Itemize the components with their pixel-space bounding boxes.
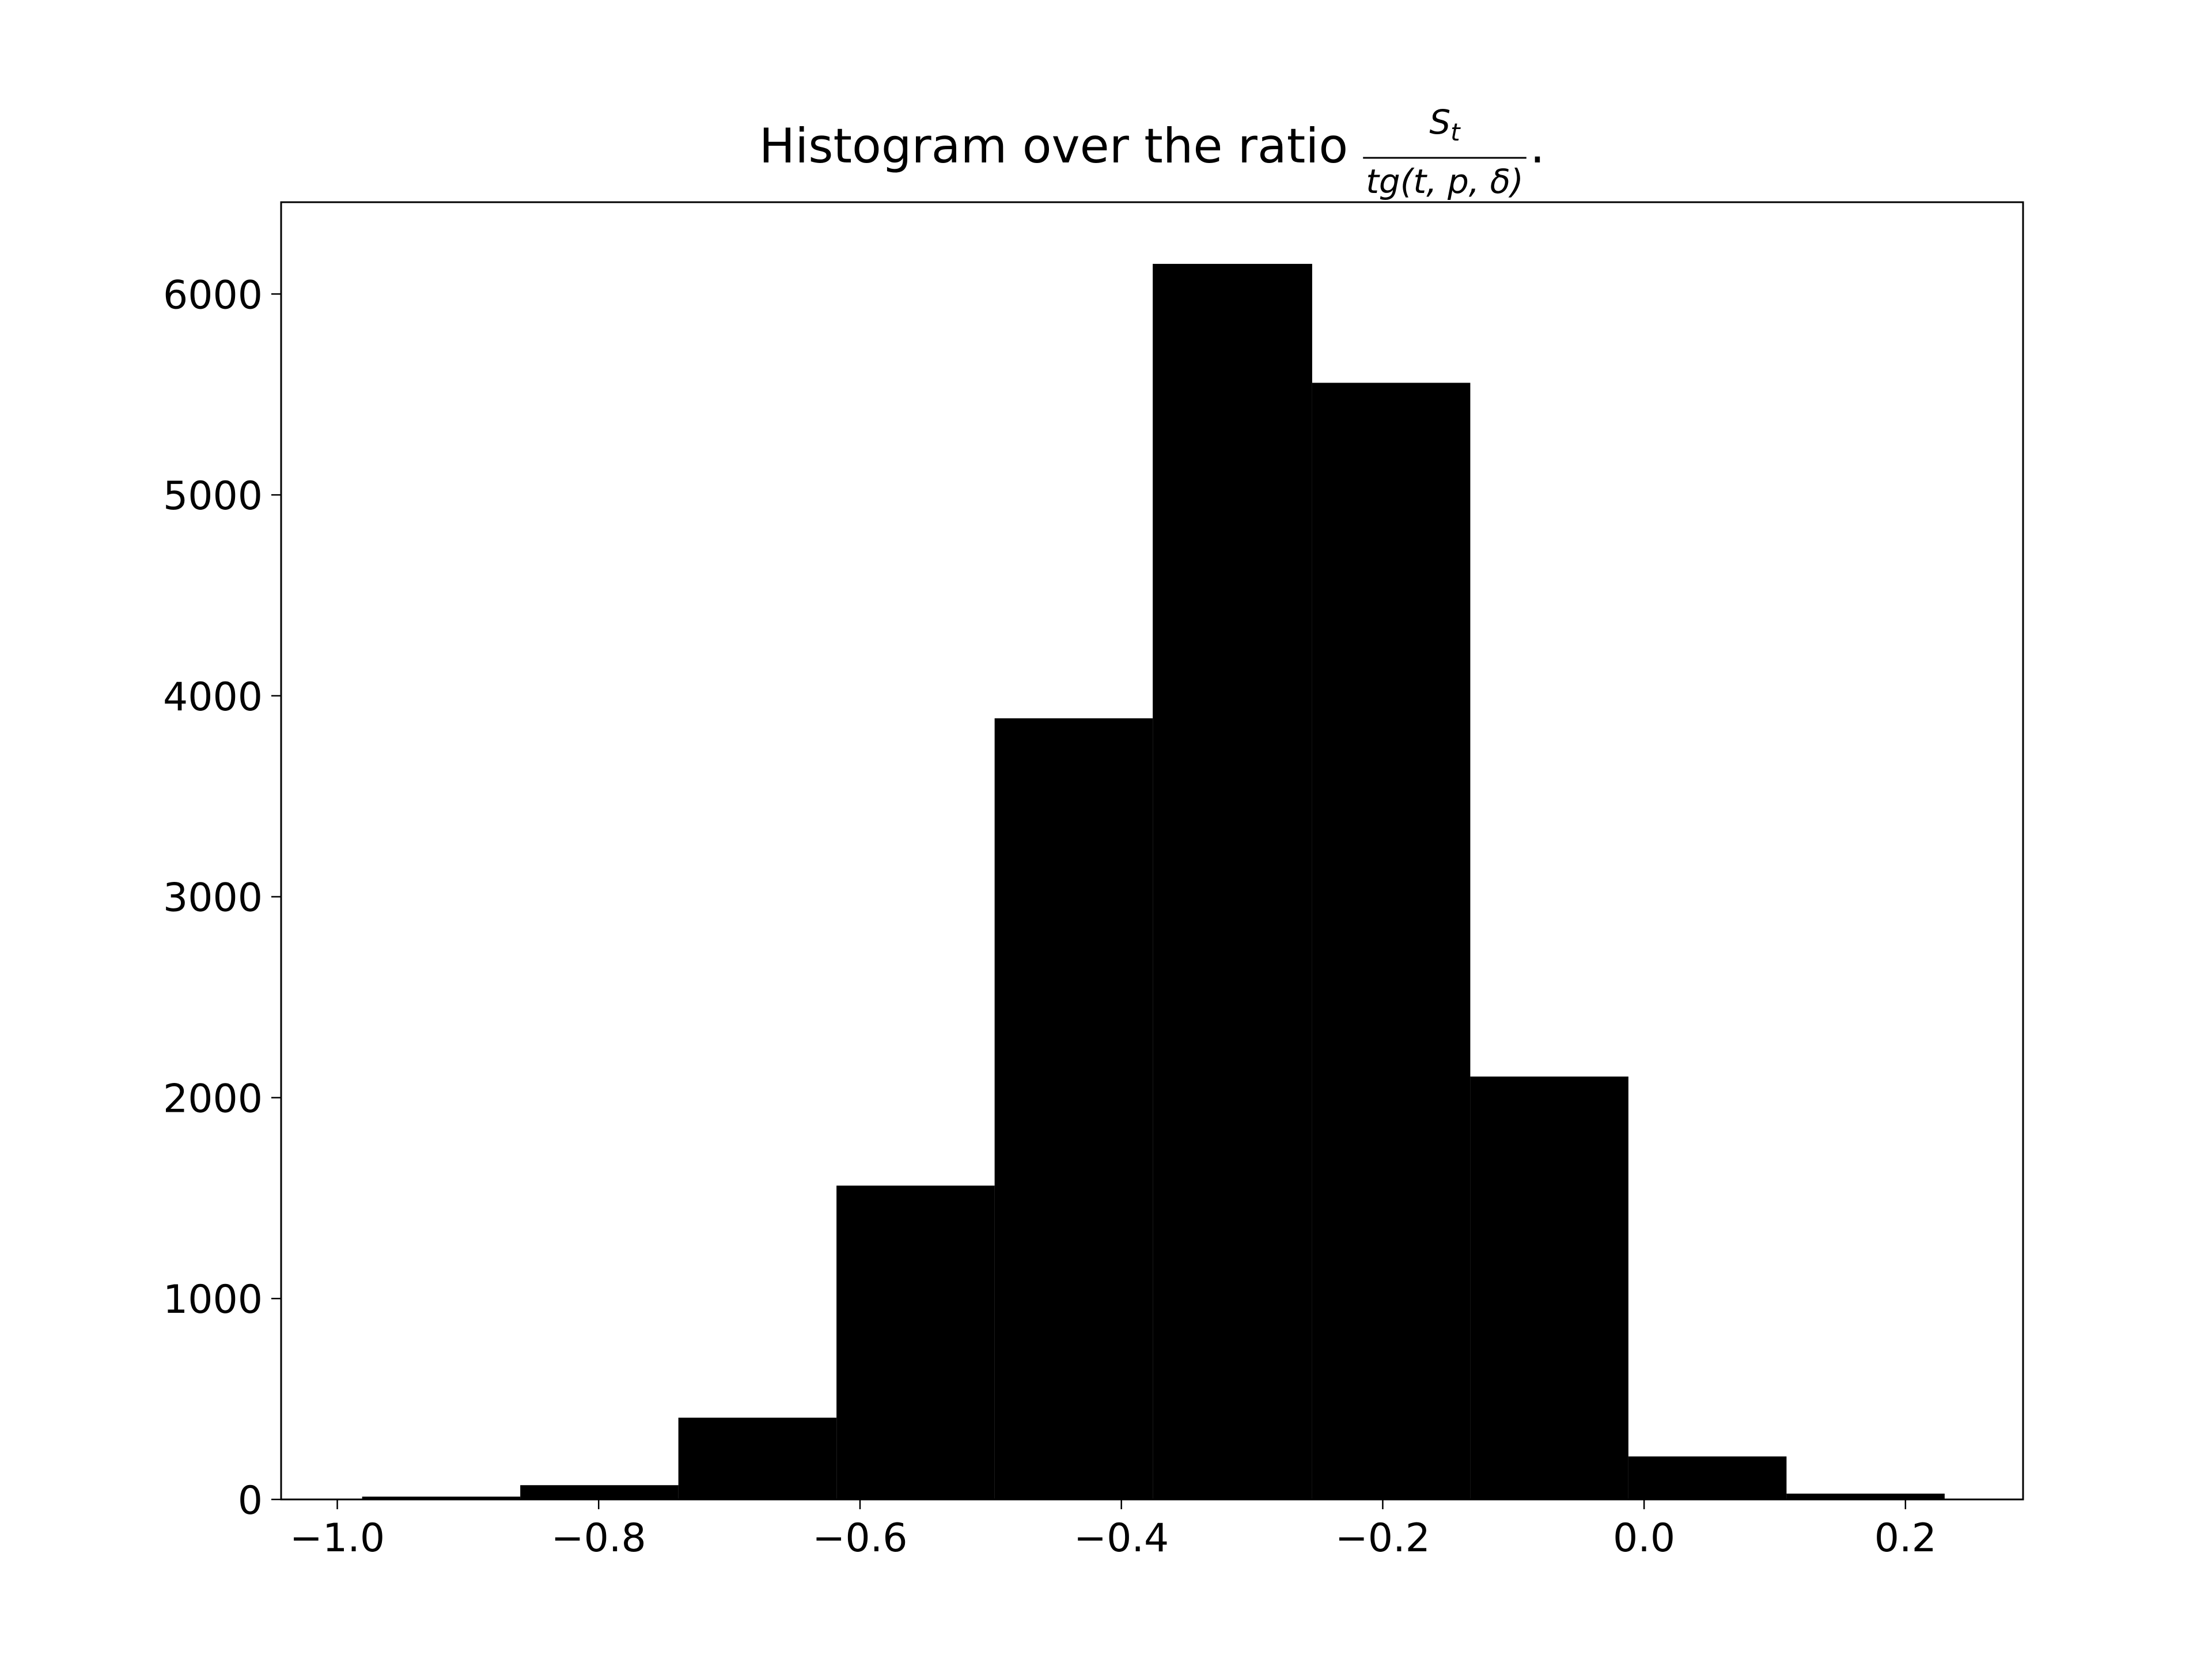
bar <box>678 1418 837 1499</box>
y-tick-label: 0 <box>238 1478 263 1524</box>
title-suffix: . <box>1530 118 1545 174</box>
x-tick-label: −0.8 <box>551 1516 646 1561</box>
bar <box>836 1185 995 1499</box>
bar <box>520 1485 679 1499</box>
bar <box>994 718 1153 1499</box>
x-tick-label: 0.0 <box>1613 1516 1675 1561</box>
title-denominator: tg(t, p, δ) <box>1366 162 1524 201</box>
x-tick-label: −0.6 <box>812 1516 907 1561</box>
x-tick-label: −0.2 <box>1335 1516 1430 1561</box>
y-tick-label: 1000 <box>163 1277 263 1323</box>
bar <box>1312 382 1471 1499</box>
numerator-symbol: S <box>1429 103 1450 142</box>
bar <box>1470 1076 1628 1499</box>
bar <box>362 1497 521 1499</box>
y-tick-label: 5000 <box>163 474 263 519</box>
numerator-subscript: t <box>1450 118 1461 146</box>
x-tick-label: −0.4 <box>1074 1516 1169 1561</box>
title-text: Histogram over the ratio <box>759 118 1348 174</box>
bar <box>1786 1493 1945 1499</box>
bar <box>1628 1456 1787 1499</box>
plot-frame <box>280 201 2024 1501</box>
y-tick-label: 3000 <box>163 876 263 921</box>
bar <box>1153 264 1312 1499</box>
x-tick-label: −1.0 <box>290 1516 385 1561</box>
chart-title: Histogram over the ratio St tg(t, p, δ). <box>759 103 1545 201</box>
y-tick-label: 6000 <box>163 272 263 318</box>
y-tick-label: 2000 <box>163 1076 263 1122</box>
title-numerator: St <box>1429 103 1461 146</box>
x-tick-label: 0.2 <box>1874 1516 1937 1561</box>
y-tick-label: 4000 <box>163 675 263 720</box>
